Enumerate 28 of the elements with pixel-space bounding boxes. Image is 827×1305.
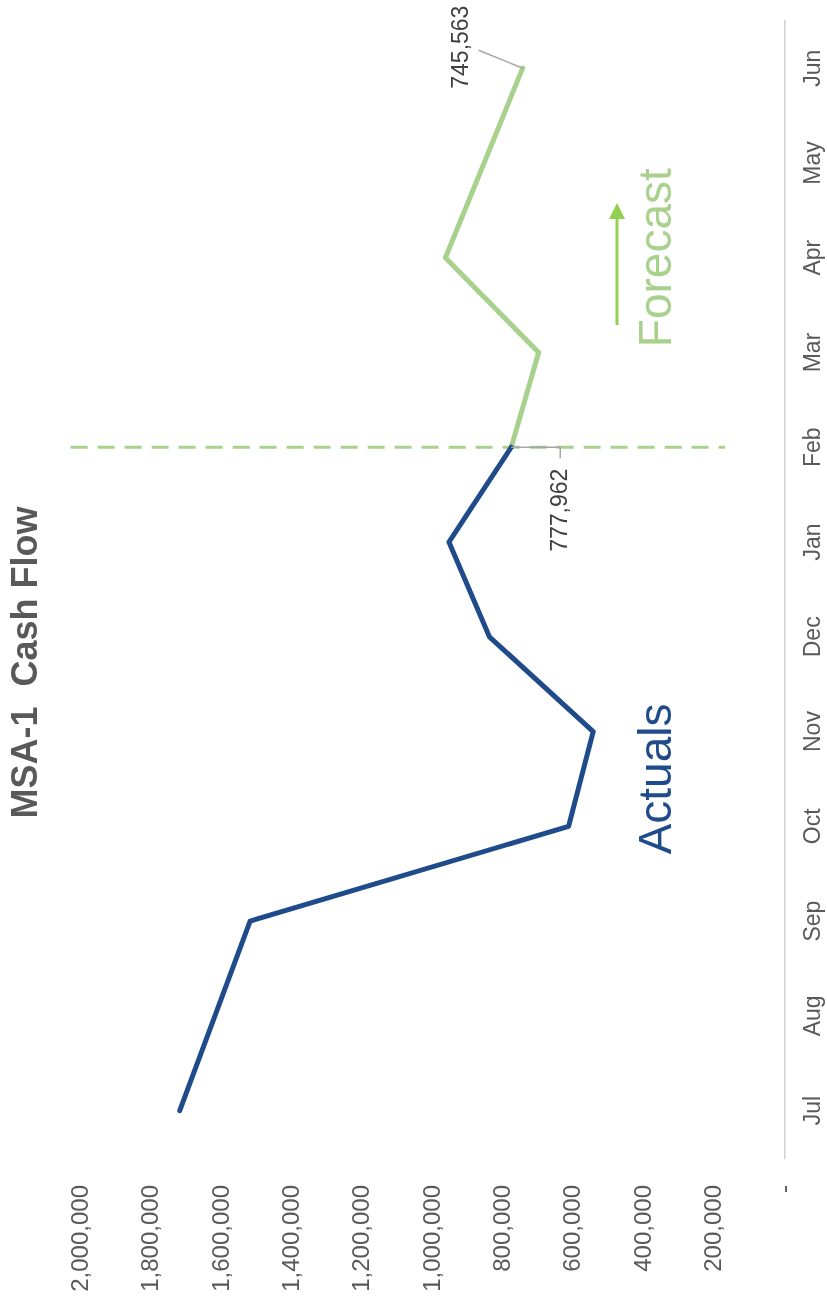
- text: MSA-1 Cash Flow: [3, 505, 45, 819]
- x-tick-label: 1,400,000: [276, 1185, 304, 1292]
- data-label: 745,563: [446, 5, 473, 89]
- y-tick-label: Jan: [799, 523, 826, 561]
- y-tick-label: Nov: [799, 710, 826, 752]
- text: Actuals: [629, 703, 681, 855]
- x-tick-label: -: [769, 1185, 797, 1193]
- y-tick-label: Aug: [799, 995, 826, 1037]
- x-tick-label: 600,000: [558, 1185, 586, 1272]
- y-tick-label: Feb: [799, 427, 826, 468]
- x-tick-label: 2,000,000: [65, 1185, 93, 1292]
- x-tick-label: 1,600,000: [206, 1185, 234, 1292]
- y-tick-label: Jul: [799, 1095, 826, 1126]
- y-tick-label: Mar: [799, 332, 826, 373]
- text: Forecast: [629, 168, 681, 348]
- y-tick-label: Jun: [799, 49, 826, 87]
- data-label: 777,962: [545, 468, 572, 552]
- x-tick-label: 1,000,000: [417, 1185, 445, 1292]
- x-tick-label: 1,800,000: [136, 1185, 164, 1292]
- x-tick-label: 200,000: [699, 1185, 727, 1272]
- y-tick-label: Dec: [799, 616, 826, 658]
- y-tick-label: Sep: [799, 900, 826, 942]
- x-tick-label: 400,000: [628, 1185, 656, 1272]
- y-tick-label: Apr: [799, 239, 826, 276]
- x-tick-label: 1,200,000: [347, 1185, 375, 1292]
- y-tick-label: Oct: [799, 807, 826, 845]
- y-tick-label: May: [799, 140, 826, 185]
- x-tick-label: 800,000: [488, 1185, 516, 1272]
